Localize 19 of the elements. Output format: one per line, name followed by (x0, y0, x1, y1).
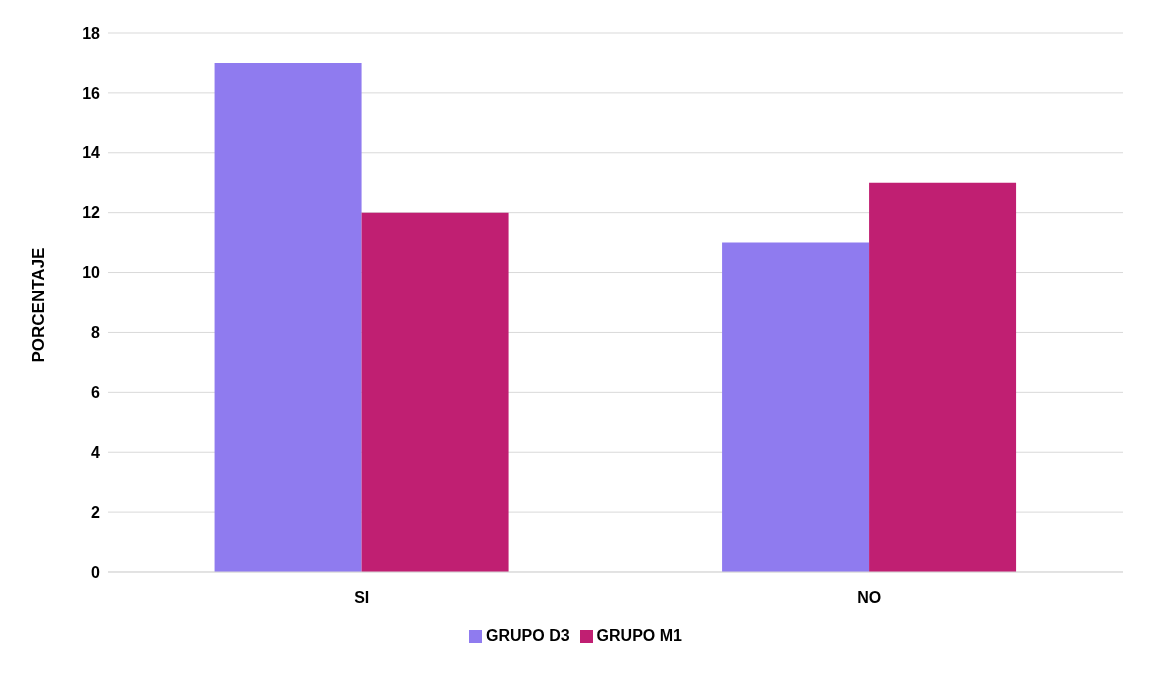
y-tick-label: 6 (91, 384, 101, 402)
y-tick-label: 16 (82, 84, 101, 102)
y-tick-label: 2 (91, 503, 101, 521)
bar (722, 242, 870, 572)
y-tick-label: 14 (82, 144, 101, 162)
x-tick-label: SI (354, 589, 370, 607)
legend-label: GRUPO M1 (596, 627, 682, 644)
y-axis-title: PORCENTAJE (29, 247, 49, 363)
y-tick-label: 10 (82, 264, 101, 282)
bar (214, 62, 362, 572)
x-tick-label: NO (857, 589, 882, 607)
bar (361, 212, 509, 572)
y-tick-label: 12 (82, 204, 101, 222)
y-tick-label: 18 (82, 24, 101, 42)
legend-label: GRUPO D3 (486, 627, 570, 644)
y-tick-label: 8 (91, 324, 101, 342)
y-tick-label: 4 (91, 443, 101, 461)
y-tick-label: 0 (91, 563, 101, 581)
bar (869, 182, 1017, 572)
